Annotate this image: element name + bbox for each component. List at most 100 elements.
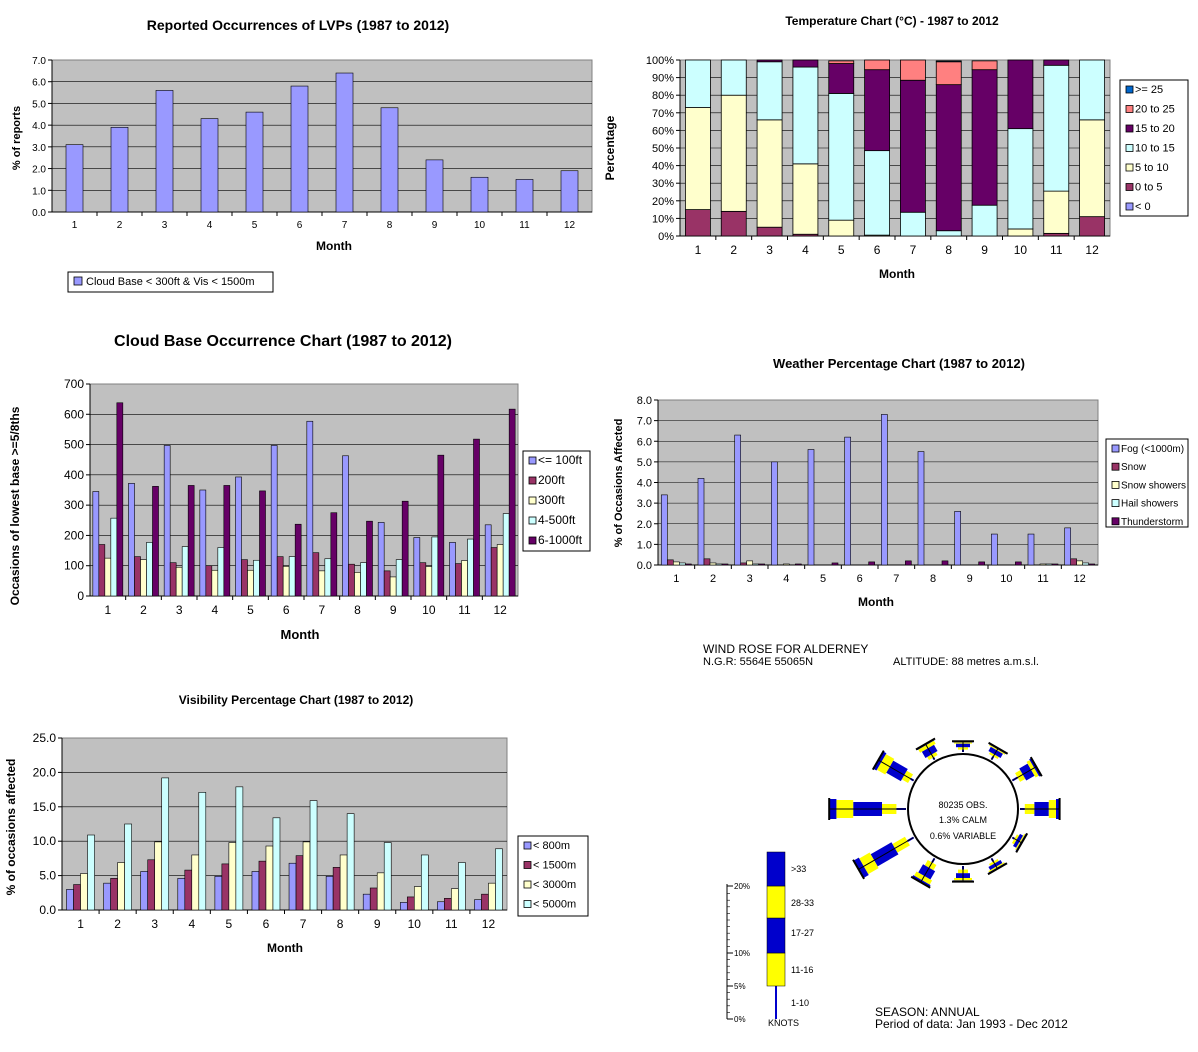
lvp-x-tick-label: 4 [207, 220, 213, 231]
cloud-bar [496, 544, 504, 597]
cloud-bar [104, 557, 112, 597]
vis-bar [413, 886, 422, 911]
temp-x-tick-label: 6 [874, 243, 881, 257]
temp-bar-segment [756, 226, 783, 237]
temp-x-tick-label: 7 [910, 243, 917, 257]
vis-bar [420, 854, 429, 911]
wind-rose-spoke [852, 836, 915, 880]
temp-bar-segment [1043, 190, 1070, 234]
cloud-bar [128, 483, 135, 597]
cloud-bar [318, 570, 326, 597]
wind-rose-spoke [988, 741, 1009, 761]
weather-x-tick-label: 9 [967, 573, 973, 585]
cloud-bar [360, 562, 367, 597]
wind-rose-spoke [871, 750, 915, 784]
temp-y-tick-label: 30% [652, 178, 674, 190]
cloud-bar [217, 547, 225, 597]
lvp-x-tick-label: 5 [252, 220, 258, 231]
temp-legend-swatch [1125, 163, 1134, 172]
cloud-bar [270, 445, 278, 597]
lvp-bar [560, 170, 579, 213]
vis-bar [87, 834, 95, 911]
wind-rose-speed-label: 1-10 [791, 998, 809, 1008]
temp-legend-label: < 0 [1135, 201, 1151, 213]
wind-rose-altitude: ALTITUDE: 88 metres a.m.s.l. [893, 656, 1039, 668]
lvp-chart-title: Reported Occurrences of LVPs (1987 to 20… [147, 17, 449, 33]
cloud-bar [342, 455, 349, 597]
temp-bar-segment [864, 59, 890, 71]
weather-bar [703, 558, 711, 566]
weather-legend-swatch [1111, 480, 1120, 489]
vis-bar [251, 871, 260, 911]
weather-bar [1027, 533, 1035, 566]
lvp-legend-label: Cloud Base < 300ft & Vis < 1500m [86, 276, 255, 288]
weather-legend-swatch [1111, 444, 1120, 453]
cloud-bar [383, 570, 391, 597]
temperature-chart: Temperature Chart (°C) - 1987 to 2012 0%… [603, 14, 1189, 281]
cloud-bar [110, 517, 118, 597]
vis-y-tick-label: 5.0 [39, 869, 56, 883]
temp-bar-segment [792, 66, 819, 165]
vis-legend-label: < 800m [533, 840, 570, 852]
vis-bar [295, 855, 304, 911]
temp-bar-segment [828, 63, 855, 94]
weather-bar [667, 559, 674, 566]
lvp-bar [110, 127, 129, 213]
wind-rose-speed-label: 28-33 [791, 898, 814, 908]
cloud-legend-swatch [528, 496, 537, 505]
weather-x-tick-label: 12 [1074, 573, 1086, 585]
temp-bar-segment [792, 163, 819, 235]
vis-bar [140, 871, 149, 911]
wind-rose-speed-label: >33 [791, 864, 806, 874]
temp-bar-segment [685, 107, 711, 210]
wind-rose-spoke [828, 798, 906, 820]
weather-legend-swatch [1111, 462, 1120, 471]
wind-rose-spoke-axis [1012, 766, 1037, 781]
temp-legend-label: >= 25 [1135, 84, 1163, 96]
temp-bar-segment [864, 150, 890, 236]
wind-rose: WIND ROSE FOR ALDERNEY N.G.R: 5564E 5506… [703, 642, 1068, 1031]
vis-y-tick-label: 25.0 [33, 731, 57, 745]
weather-y-tick-label: 1.0 [637, 539, 652, 551]
cloud-bar [152, 486, 159, 597]
wind-rose-scale-unit: KNOTS [768, 1018, 799, 1028]
vis-bar [495, 848, 503, 911]
cloud-bar [294, 523, 302, 597]
temp-x-tick-label: 11 [1050, 243, 1063, 257]
vis-plot-area [61, 737, 508, 911]
cloud-base-chart-title: Cloud Base Occurrence Chart (1987 to 201… [114, 333, 452, 350]
temp-y-tick-label: 0% [658, 231, 674, 243]
temp-bar-segment [935, 61, 962, 86]
wind-rose-spoke-axis [991, 858, 998, 870]
wind-rose-panel: WIND ROSE FOR ALDERNEY N.G.R: 5564E 5506… [690, 636, 1198, 1046]
weather-y-tick-label: 3.0 [637, 498, 652, 510]
temp-y-tick-label: 40% [652, 161, 674, 173]
cloud-bar [205, 565, 213, 597]
cloud-bar [473, 438, 480, 597]
temp-y-tick-label: 10% [652, 213, 674, 225]
weather-bar [868, 561, 875, 566]
lvp-chart: Reported Occurrences of LVPs (1987 to 20… [11, 17, 593, 293]
temp-x-tick-label: 1 [695, 243, 702, 257]
lvp-legend-swatch [73, 276, 83, 286]
weather-y-tick-label: 2.0 [637, 519, 652, 531]
weather-bar [661, 494, 668, 566]
cloud-bar [199, 489, 207, 597]
wind-rose-scale-label: 5% [734, 982, 746, 991]
vis-bar [369, 887, 378, 911]
cloud-bar [211, 569, 219, 597]
weather-bar [1051, 563, 1059, 566]
vis-bar [124, 823, 132, 911]
cloud-bar [134, 556, 141, 597]
vis-x-tick-label: 12 [482, 917, 496, 931]
wind-rose-spoke [952, 866, 974, 883]
cloud-bar [508, 408, 516, 597]
cloud-bar [116, 402, 124, 597]
cloud-bar [306, 420, 314, 597]
cloud-legend-label: <= 100ft [538, 453, 583, 467]
vis-legend-swatch [523, 880, 532, 889]
temperature-y-axis-label: Percentage [603, 115, 617, 180]
vis-legend-label: < 1500m [533, 860, 576, 872]
weather-y-tick-label: 8.0 [637, 395, 652, 407]
weather-y-tick-label: 5.0 [637, 457, 652, 469]
